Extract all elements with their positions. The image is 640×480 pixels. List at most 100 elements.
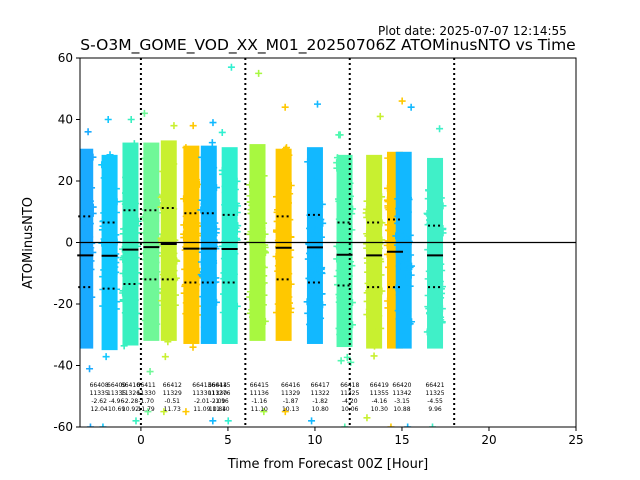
scatter-point xyxy=(250,331,258,339)
scatter-point xyxy=(197,206,205,214)
bin-id-label: 66410 xyxy=(121,382,140,389)
bin-sd-label: 11.73 xyxy=(164,406,181,413)
scatter-point xyxy=(434,301,442,309)
scatter-point xyxy=(304,255,312,263)
bin-id-label: 66417 xyxy=(311,382,330,389)
scatter-point xyxy=(394,195,402,203)
scatter-point xyxy=(434,260,442,268)
scatter-point xyxy=(228,195,236,203)
scatter-point xyxy=(192,287,200,295)
y-tick-label: -60 xyxy=(53,420,73,434)
bin-mean-label: -2.28 xyxy=(123,398,139,405)
scatter-point xyxy=(309,266,317,274)
scatter-point xyxy=(336,234,344,242)
scatter-point xyxy=(143,263,151,271)
scatter-point xyxy=(395,291,403,299)
scatter-series xyxy=(333,131,357,427)
scatter-point xyxy=(347,358,355,366)
scatter-point xyxy=(372,337,380,345)
scatter-point xyxy=(158,297,166,305)
scatter-point xyxy=(276,248,284,256)
scatter-point xyxy=(339,246,347,254)
scatter-point xyxy=(103,291,111,299)
scatter-point xyxy=(167,282,175,290)
scatter-point xyxy=(424,246,432,254)
scatter-point xyxy=(258,224,266,232)
bin-sd-label: 10.80 xyxy=(312,406,329,413)
scatter-point xyxy=(405,265,413,273)
scatter-point xyxy=(100,266,108,274)
scatter-series xyxy=(157,122,181,416)
scatter-point xyxy=(189,323,197,331)
scatter-point xyxy=(146,368,154,376)
scatter-point xyxy=(307,233,315,241)
scatter-point xyxy=(190,228,198,236)
scatter-point xyxy=(233,302,241,310)
y-tick-label: -20 xyxy=(53,297,73,311)
scatter-point xyxy=(150,331,158,339)
scatter-point xyxy=(260,291,268,299)
bin-mean-label: -4.16 xyxy=(372,398,388,405)
scatter-point xyxy=(180,221,188,229)
scatter-point xyxy=(149,214,157,222)
scatter-point xyxy=(132,239,140,247)
scatter-point xyxy=(342,299,350,307)
scatter-point xyxy=(333,255,341,263)
scatter-point xyxy=(281,274,289,282)
scatter-point xyxy=(260,408,268,416)
scatter-point xyxy=(428,277,436,285)
scatter-point xyxy=(313,186,321,194)
bin-sd-label: 11.79 xyxy=(138,406,155,413)
scatter-point xyxy=(146,199,154,207)
scatter-point xyxy=(102,259,110,267)
scatter-point xyxy=(205,208,213,216)
scatter-point xyxy=(336,294,344,302)
scatter-point xyxy=(102,353,110,361)
scatter-point xyxy=(193,219,201,227)
scatter-point xyxy=(108,187,116,195)
scatter-point xyxy=(198,196,206,204)
scatter-point xyxy=(277,279,285,287)
scatter-point xyxy=(335,324,343,332)
scatter-point xyxy=(371,342,379,350)
scatter-point xyxy=(89,209,97,217)
scatter-point xyxy=(257,197,265,205)
scatter-point xyxy=(403,235,411,243)
scatter-point xyxy=(398,97,406,105)
scatter-point xyxy=(364,279,372,287)
scatter-point xyxy=(230,270,238,278)
scatter-point xyxy=(189,263,197,271)
scatter-point xyxy=(182,144,190,152)
x-tick-label: 15 xyxy=(394,433,409,447)
scatter-point xyxy=(204,286,212,294)
scatter-point xyxy=(163,281,171,289)
scatter-point xyxy=(180,289,188,297)
scatter-point xyxy=(80,309,85,317)
scatter-point xyxy=(252,249,260,257)
scatter-point xyxy=(394,212,402,220)
scatter-point xyxy=(311,159,319,167)
scatter-point xyxy=(403,249,411,257)
scatter-point xyxy=(128,242,136,250)
scatter-point xyxy=(287,181,295,189)
y-tick-label: -40 xyxy=(53,359,73,373)
scatter-point xyxy=(125,299,133,307)
scatter-point xyxy=(107,191,115,199)
scatter-point xyxy=(197,258,205,266)
scatter-point xyxy=(400,230,408,238)
scatter-point xyxy=(182,408,190,416)
scatter-point xyxy=(151,259,159,267)
scatter-point xyxy=(437,194,445,202)
scatter-point xyxy=(371,187,379,195)
scatter-series xyxy=(80,128,97,427)
scatter-point xyxy=(246,192,254,200)
scatter-point xyxy=(384,204,392,212)
scatter-point xyxy=(307,227,315,235)
scatter-point xyxy=(397,310,405,318)
scatter-point xyxy=(192,153,200,161)
scatter-point xyxy=(133,309,141,317)
scatter-point xyxy=(438,266,446,274)
scatter-point xyxy=(367,275,375,283)
bin-count-label: 11329 xyxy=(163,390,182,397)
scatter-point xyxy=(107,277,115,285)
